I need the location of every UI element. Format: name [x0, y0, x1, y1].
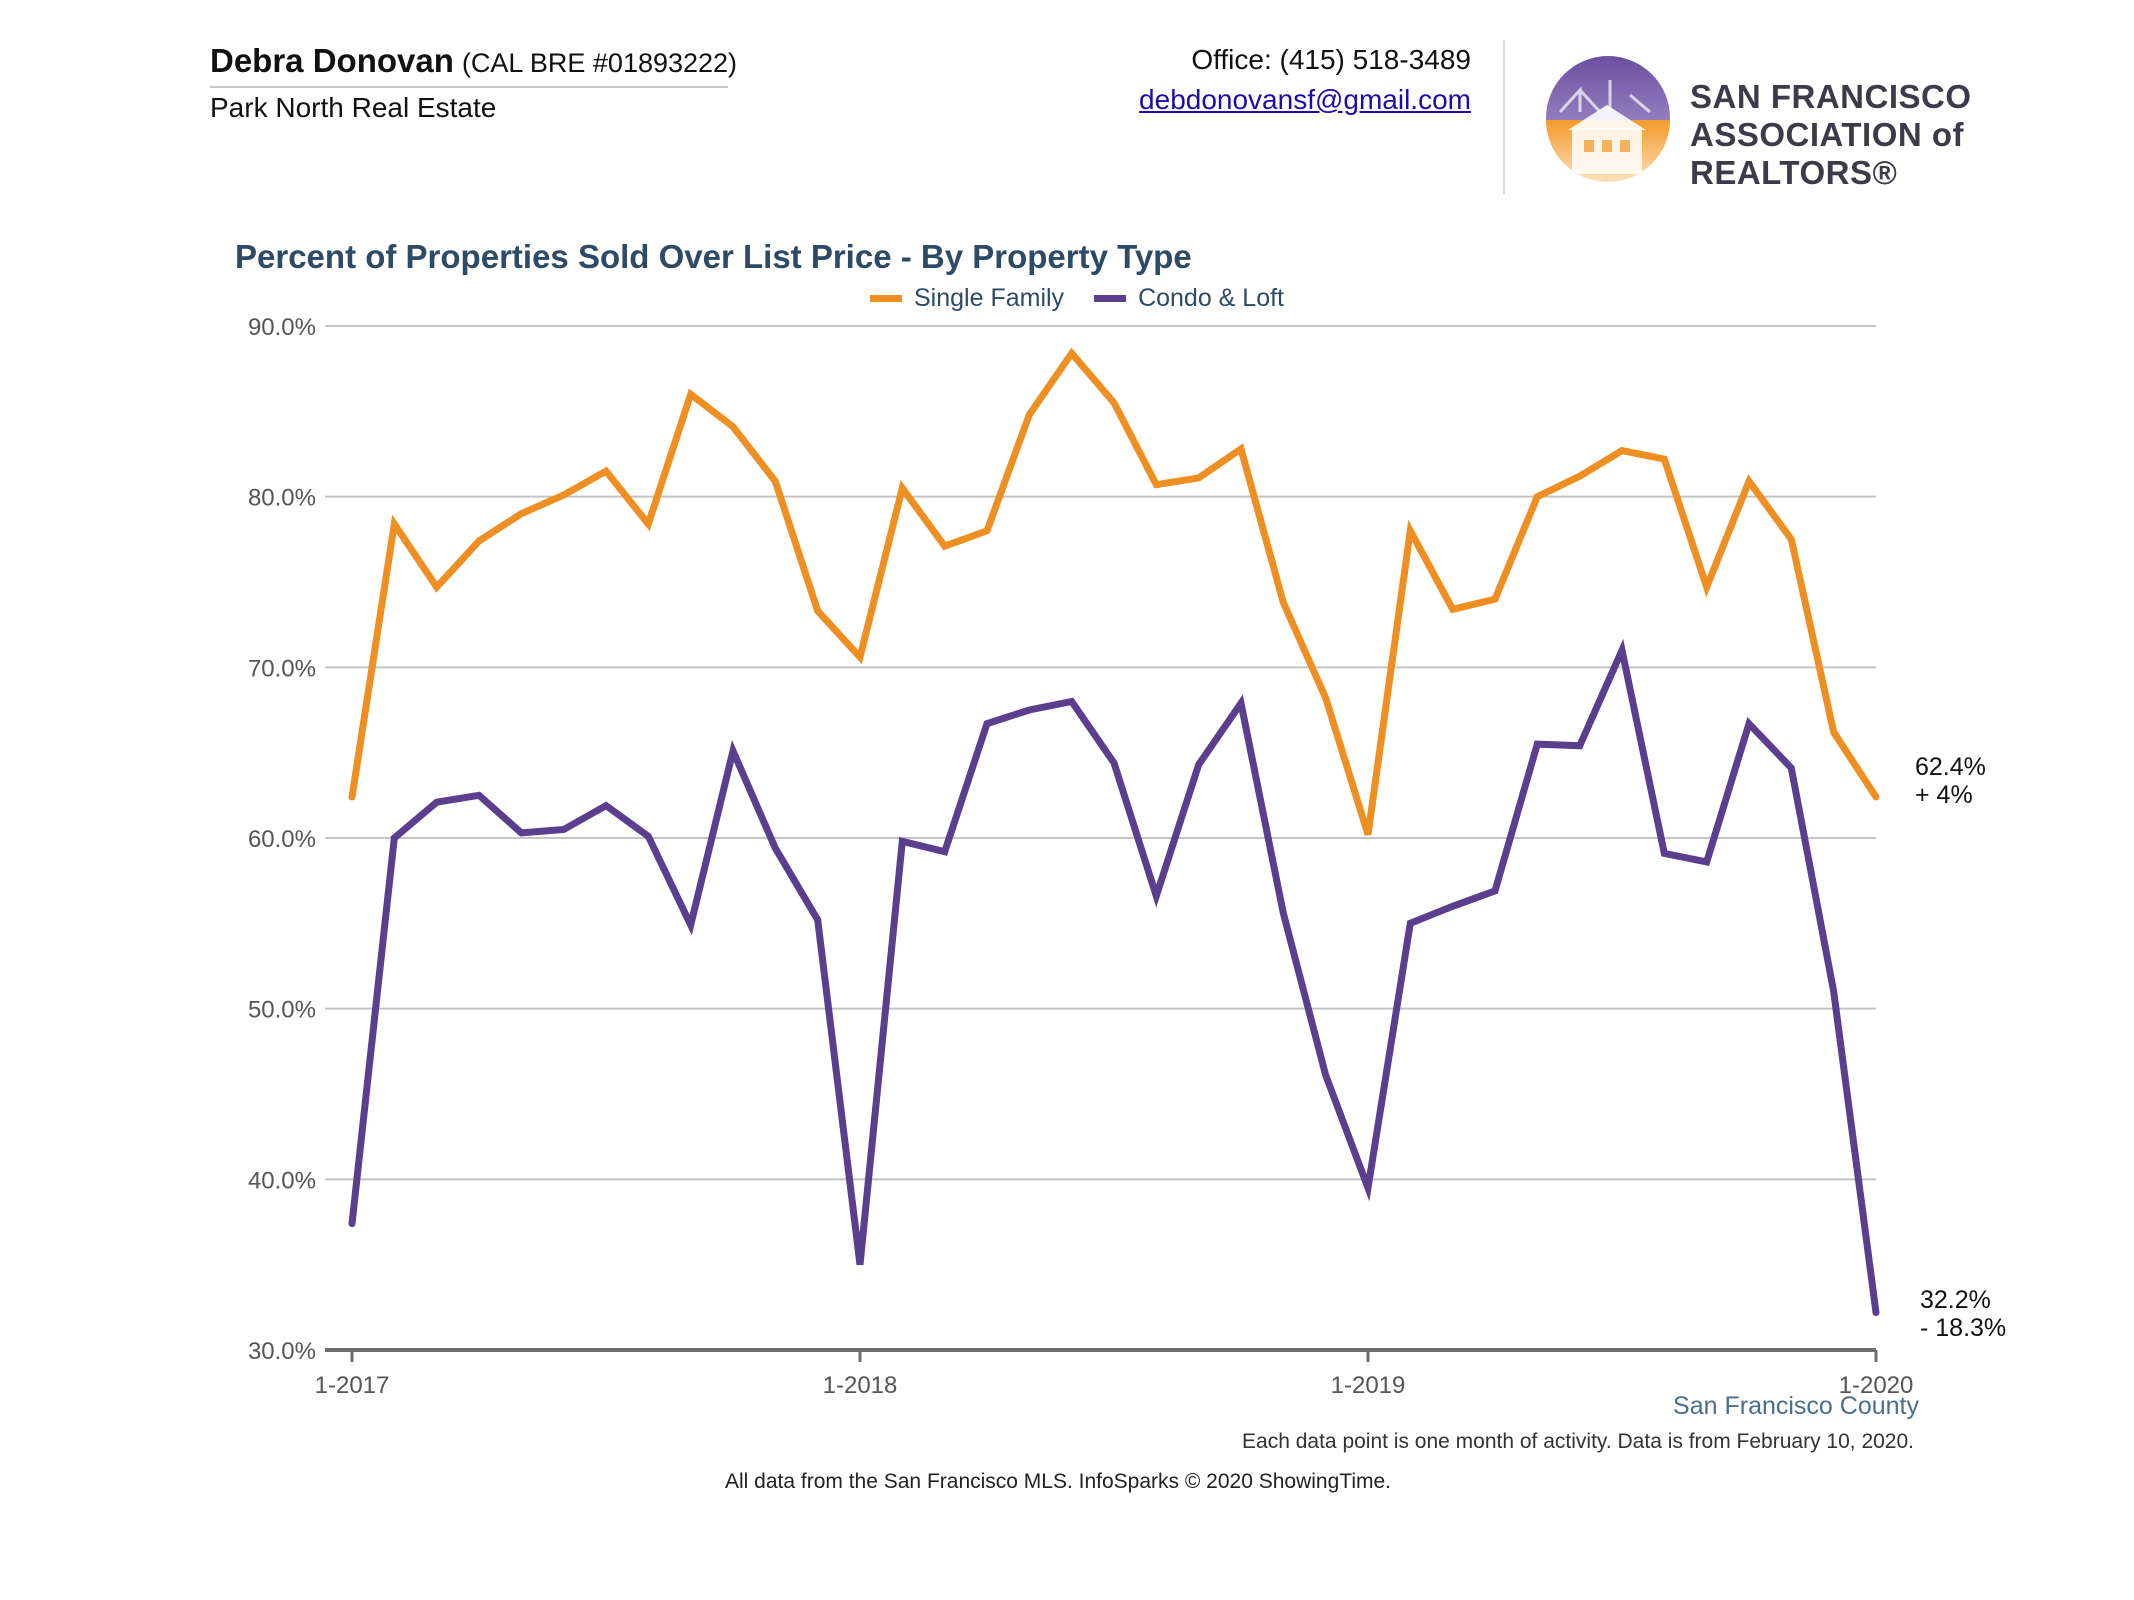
x-tick-label: 1-2018	[823, 1372, 898, 1399]
agent-heading: Debra Donovan (CAL BRE #01893222)	[210, 42, 737, 80]
logo-text-line2: ASSOCIATION of REALTORS®	[1690, 116, 1965, 191]
annotation-condo-loft-change: - 18.3%	[1920, 1314, 2007, 1342]
y-tick-label: 30.0%	[248, 1338, 316, 1365]
legend-swatch-single-family	[870, 295, 902, 302]
agent-divider	[210, 86, 728, 88]
footnote: Each data point is one month of activity…	[1242, 1430, 1914, 1453]
legend-label-condo-loft: Condo & Loft	[1138, 284, 1284, 312]
agent-block: Debra Donovan (CAL BRE #01893222) Park No…	[210, 42, 737, 124]
chart-legend: Single Family Condo & Loft	[870, 284, 1314, 313]
region-label: San Francisco County	[1673, 1392, 1919, 1420]
y-tick-label: 50.0%	[248, 997, 316, 1024]
contact-block: Office: (415) 518-3489 debdonovansf@gmai…	[1139, 44, 1471, 116]
email-link[interactable]: debdonovansf@gmail.com	[1139, 84, 1471, 115]
y-tick-label: 70.0%	[248, 655, 316, 682]
y-tick-label: 40.0%	[248, 1167, 316, 1194]
legend-item-condo-loft: Condo & Loft	[1094, 284, 1284, 313]
sfar-logo-icon	[1546, 56, 1670, 182]
annotation-single-family: 62.4% + 4%	[1915, 753, 1986, 809]
y-tick-label: 80.0%	[248, 485, 316, 512]
agent-company: Park North Real Estate	[210, 92, 497, 123]
legend-item-single-family: Single Family	[870, 284, 1064, 313]
y-tick-label: 90.0%	[248, 314, 316, 341]
legend-swatch-condo-loft	[1094, 295, 1127, 302]
series-line-condo-loft	[348, 638, 1880, 1316]
x-tick-label: 1-2020	[1839, 1372, 1914, 1399]
agent-name: Debra Donovan	[210, 42, 454, 79]
y-tick-label: 60.0%	[248, 826, 316, 853]
legend-label-single-family: Single Family	[914, 284, 1065, 312]
series-line-single-family	[348, 347, 1880, 836]
x-tick-label: 1-2019	[1331, 1372, 1406, 1399]
logo-text-line1: SAN FRANCISCO	[1690, 78, 1972, 115]
chart-title: Percent of Properties Sold Over List Pri…	[235, 238, 1192, 275]
office-phone: Office: (415) 518-3489	[1191, 44, 1471, 75]
source-note: All data from the San Francisco MLS. Inf…	[725, 1470, 1392, 1493]
annotation-condo-loft-value: 32.2%	[1920, 1286, 1991, 1314]
agent-license: (CAL BRE #01893222)	[461, 48, 738, 78]
annotation-single-family-value: 62.4%	[1915, 753, 1986, 781]
x-tick-label: 1-2017	[315, 1372, 390, 1399]
annotation-single-family-change: + 4%	[1915, 781, 1973, 809]
sfar-logo: SAN FRANCISCO ASSOCIATION of REALTORS®	[1540, 50, 2100, 191]
annotation-condo-loft: 32.2% - 18.3%	[1920, 1286, 2006, 1342]
header-divider	[1503, 40, 1505, 195]
